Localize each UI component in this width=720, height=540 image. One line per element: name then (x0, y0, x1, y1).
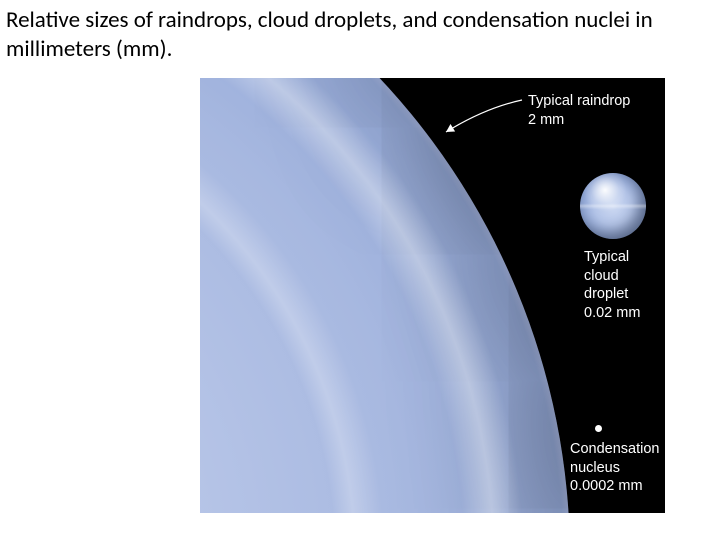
cloud-droplet-label: Typical cloud droplet 0.02 mm (584, 248, 665, 322)
nucleus-name-line2: nucleus (570, 460, 620, 476)
size-comparison-diagram: Typical raindrop 2 mm Typical cloud drop… (200, 78, 665, 513)
cloud-droplet-name-line1: Typical (584, 249, 629, 265)
raindrop-label: Typical raindrop 2 mm (528, 92, 630, 129)
cloud-droplet-sphere (580, 173, 646, 239)
cloud-droplet-size: 0.02 mm (584, 305, 640, 321)
nucleus-name-line1: Condensation (570, 441, 660, 457)
raindrop-name: Typical raindrop (528, 93, 630, 109)
raindrop-size: 2 mm (528, 112, 564, 128)
nucleus-size: 0.0002 mm (570, 478, 643, 494)
slide-title: Relative sizes of raindrops, cloud dropl… (6, 6, 710, 64)
condensation-nucleus-dot (595, 425, 602, 432)
cloud-droplet-name-line2: cloud droplet (584, 268, 628, 303)
condensation-nucleus-label: Condensation nucleus 0.0002 mm (570, 440, 660, 496)
